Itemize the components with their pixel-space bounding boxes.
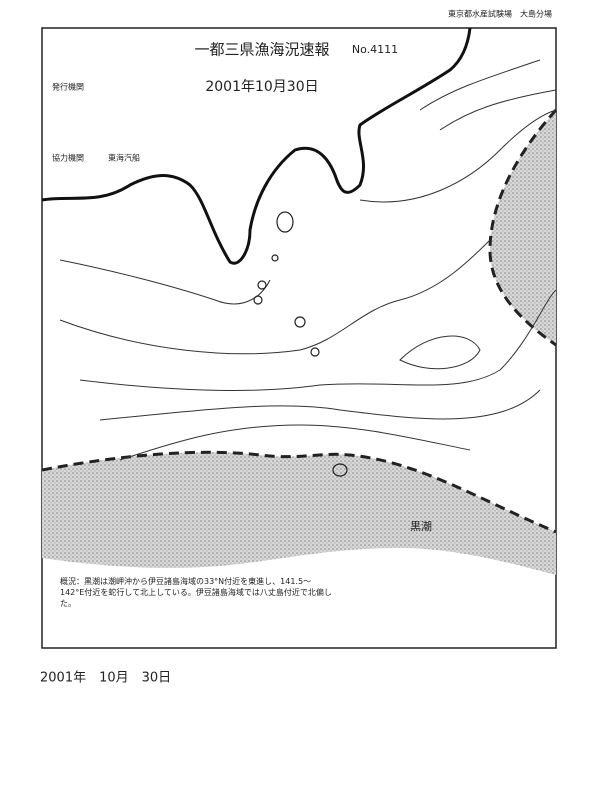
coastline	[41, 27, 472, 265]
map-number: No.4111	[352, 43, 398, 56]
note: 概況：黒潮は潮岬沖から伊豆諸島海域の33°N付近を東進し、141.5〜142°E…	[60, 577, 332, 608]
kuroshio-label: 黒潮	[410, 519, 432, 533]
map: 一都三県漁海況速報 No.4111 2001年10月30日 発行機関 協力機関 …	[41, 27, 558, 649]
cooperator: 東海汽船	[108, 153, 140, 163]
table: 2001年 10月 30日	[40, 671, 171, 686]
islands	[253, 211, 348, 477]
cold-area	[490, 110, 556, 345]
note-box	[58, 574, 334, 628]
issuers-label: 発行機関	[52, 82, 84, 92]
cooperator-label: 協力機関	[52, 153, 84, 163]
agency: 東京都水産試験場 大島分場	[448, 9, 552, 19]
map-text: 一都三県漁海況速報 No.4111 2001年10月30日 発行機関 協力機関 …	[52, 41, 432, 534]
kuroshio-edge	[41, 450, 557, 534]
map-title: 一都三県漁海況速報	[194, 41, 329, 59]
note-text: 概況：黒潮は潮岬沖から伊豆諸島海域の33°N付近を東進し、141.5〜142°E…	[60, 577, 332, 608]
map-date: 2001年10月30日	[205, 79, 318, 95]
table-date: 2001年 10月 30日	[40, 671, 171, 686]
cold-edge	[488, 108, 558, 347]
kuroshio-area	[42, 452, 556, 575]
